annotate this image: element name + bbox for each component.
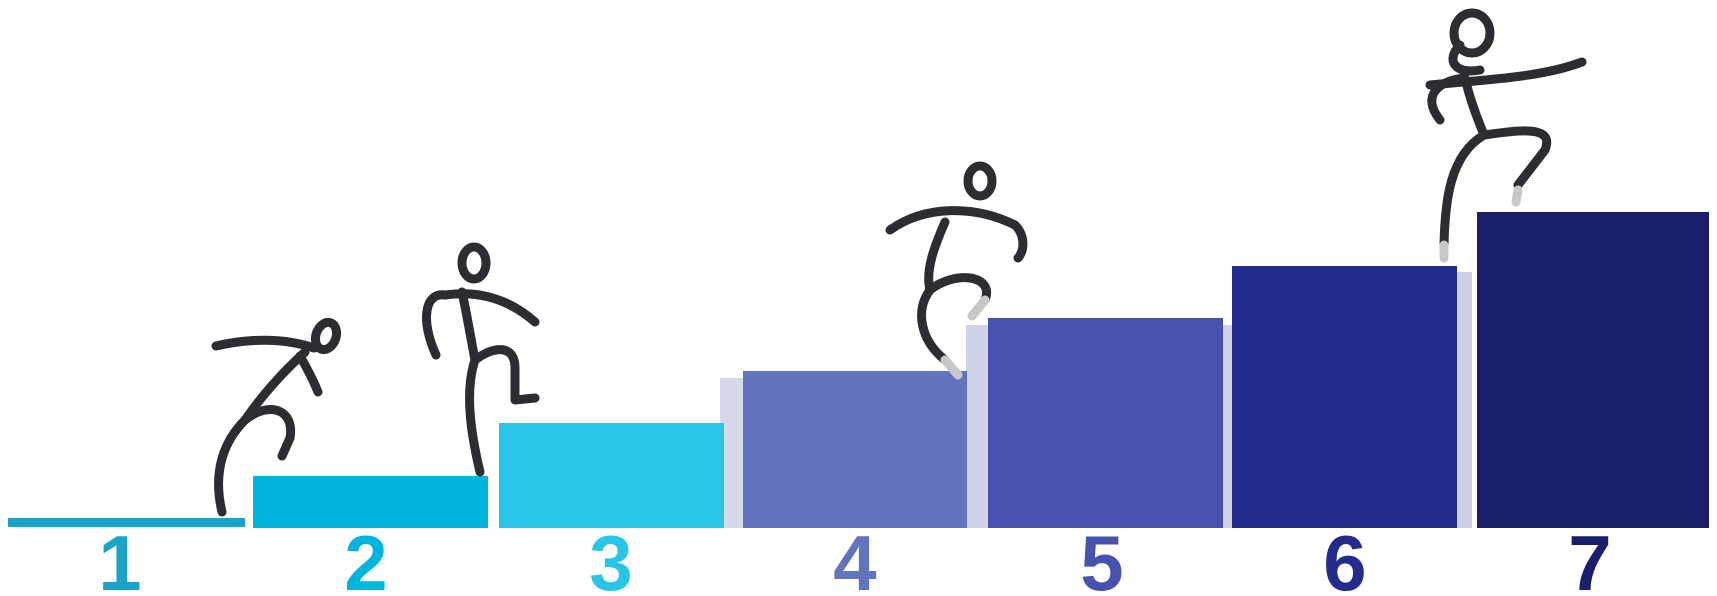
- stick-figure-2: [422, 242, 540, 477]
- step-block-1: [8, 518, 245, 527]
- step-number-2: 2: [344, 519, 387, 596]
- step-block-4: [743, 371, 967, 528]
- step-number-7: 7: [1568, 519, 1611, 596]
- stick-figure-3: [885, 161, 1028, 380]
- step-numbers: 1 2 3 4 5 6 7: [98, 519, 1611, 596]
- step-block-7: [1477, 212, 1709, 528]
- step-block-6: [1232, 266, 1457, 528]
- stick-figure-climbing-icon: [211, 8, 1587, 517]
- step-number-6: 6: [1323, 519, 1366, 596]
- step-number-3: 3: [589, 519, 632, 596]
- step-number-1: 1: [98, 519, 141, 596]
- stick-figure-4: [1425, 8, 1587, 263]
- step-block-2: [253, 476, 488, 528]
- step-block-5: [988, 318, 1223, 528]
- step-block-3: [499, 423, 724, 528]
- steps: [8, 212, 1709, 528]
- step-number-5: 5: [1080, 519, 1123, 596]
- step-number-4: 4: [833, 519, 876, 596]
- stick-figure-1: [211, 317, 342, 517]
